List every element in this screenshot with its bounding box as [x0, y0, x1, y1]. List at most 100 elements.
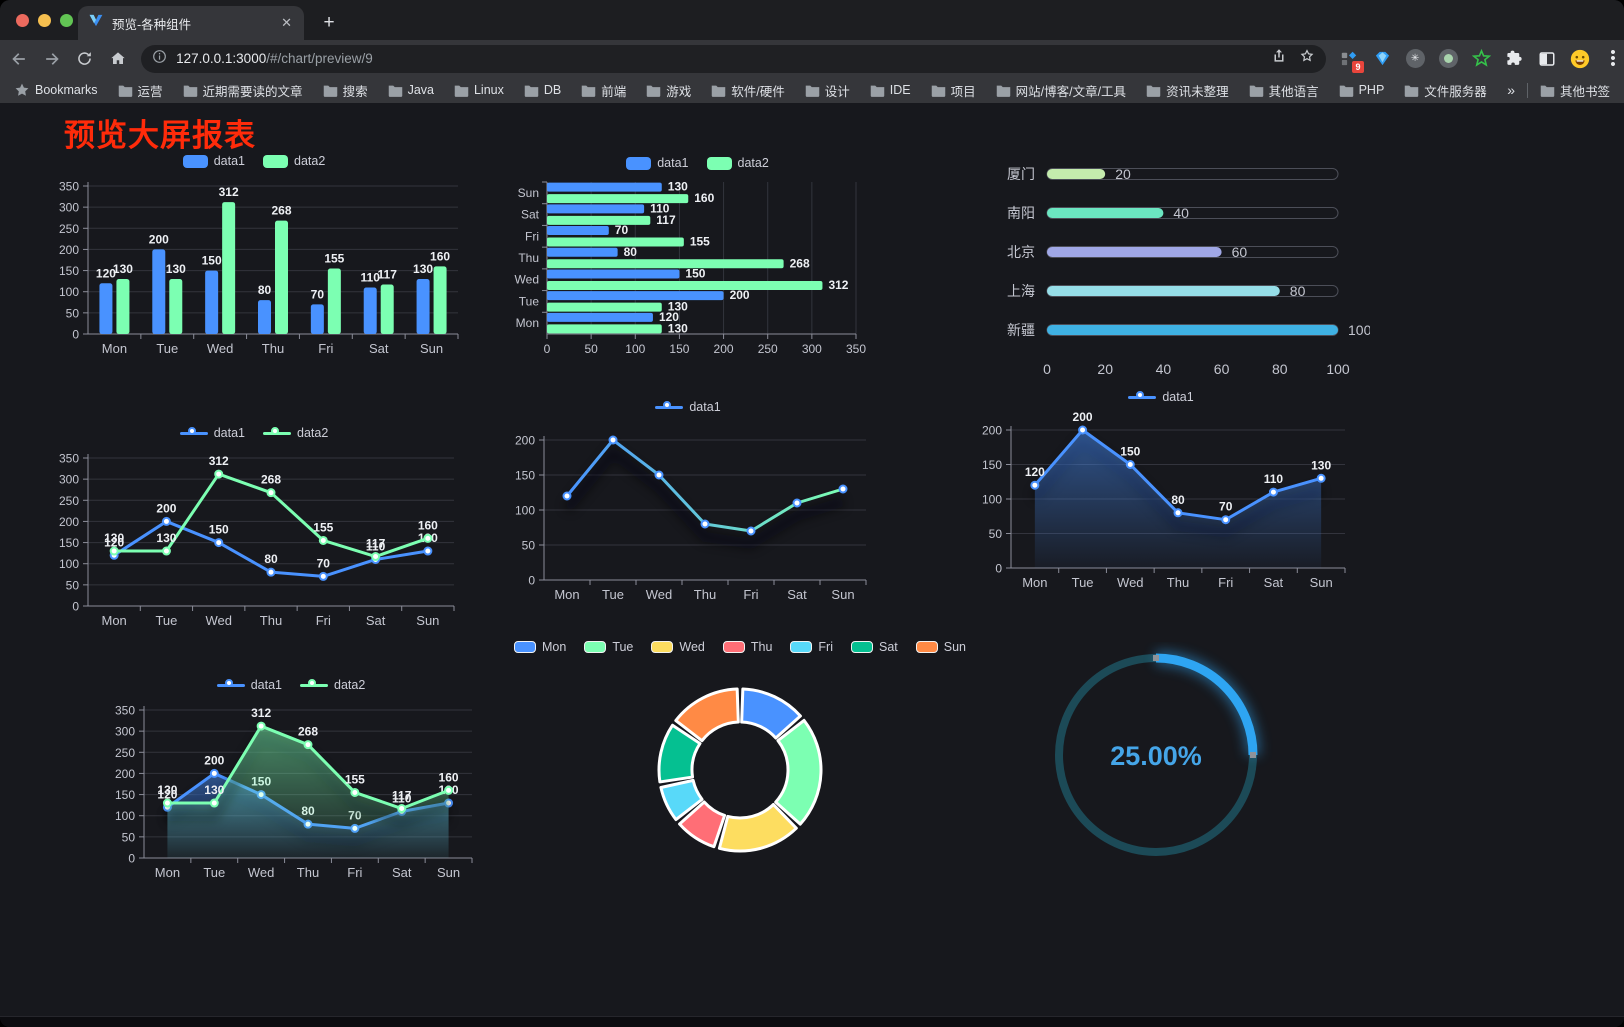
minimize-window-button[interactable] — [38, 14, 51, 27]
legend-item[interactable]: Mon — [513, 640, 566, 654]
svg-text:100: 100 — [515, 504, 535, 518]
two-series-area-chart: data1 data2 0 50 100 150 200 250 300 350 Mon Tue Wed… — [98, 674, 484, 886]
svg-text:Sun: Sun — [1310, 575, 1333, 590]
folder-icon — [582, 85, 596, 97]
extension-icon-recorder[interactable] — [1437, 48, 1459, 70]
svg-text:120: 120 — [157, 787, 177, 801]
svg-text:100: 100 — [115, 809, 135, 823]
legend-item[interactable]: data1 — [182, 154, 245, 168]
legend-item[interactable]: data1 — [179, 426, 245, 440]
legend-line-marker — [216, 678, 245, 692]
bookmark-folder-item[interactable]: Java — [388, 83, 434, 97]
other-bookmarks[interactable]: 其他书签 — [1540, 81, 1610, 100]
bookmark-folder-item[interactable]: 资讯未整理 — [1146, 81, 1229, 100]
svg-text:150: 150 — [685, 266, 705, 280]
back-button[interactable] — [6, 45, 33, 73]
bookmark-folder-item[interactable]: 近期需要读的文章 — [183, 81, 303, 100]
bookmark-star-icon[interactable] — [1298, 47, 1316, 70]
legend-item[interactable]: Thu — [722, 640, 772, 654]
address-bar[interactable]: 127.0.0.1:3000/#/chart/preview/9 — [141, 44, 1327, 73]
bookmarks-overflow-icon[interactable]: » — [1507, 82, 1515, 98]
legend-line-marker — [1128, 390, 1157, 404]
svg-text:Sun: Sun — [831, 587, 854, 602]
legend-item[interactable]: data2 — [263, 426, 328, 440]
svg-text:40: 40 — [1173, 205, 1189, 221]
site-info-icon[interactable] — [151, 48, 168, 70]
svg-text:40: 40 — [1156, 361, 1172, 377]
legend-swatch — [790, 641, 813, 653]
svg-text:Thu: Thu — [260, 613, 282, 628]
svg-text:300: 300 — [802, 342, 822, 356]
bookmark-folder-item[interactable]: 运营 — [118, 81, 163, 100]
bookmark-folder-item[interactable]: 网站/博客/文章/工具 — [996, 81, 1126, 100]
maximize-window-button[interactable] — [60, 14, 73, 27]
tab-close-icon[interactable]: ✕ — [281, 15, 292, 30]
bookmark-folder-item[interactable]: 设计 — [805, 81, 850, 100]
legend-item[interactable]: data1 — [655, 400, 721, 414]
bookmark-label: 其他语言 — [1268, 84, 1319, 99]
legend-item[interactable]: data2 — [706, 156, 769, 170]
svg-text:312: 312 — [219, 185, 239, 199]
folder-icon — [388, 85, 402, 97]
reload-button[interactable] — [72, 45, 99, 73]
svg-text:312: 312 — [209, 454, 229, 468]
bookmark-folder-item[interactable]: 搜索 — [323, 81, 368, 100]
share-icon[interactable] — [1270, 47, 1288, 70]
legend-label: data2 — [297, 426, 329, 440]
svg-text:130: 130 — [104, 531, 124, 545]
legend-item[interactable]: data1 — [1128, 390, 1194, 404]
bookmark-folder-item[interactable]: 游戏 — [646, 81, 691, 100]
forward-button[interactable] — [39, 45, 66, 73]
svg-text:20: 20 — [1115, 166, 1131, 182]
bookmark-folder-item[interactable]: 前端 — [581, 81, 626, 100]
svg-text:Thu: Thu — [518, 251, 539, 265]
legend-item[interactable]: Sat — [851, 640, 898, 654]
bookmark-folder-item[interactable]: IDE — [870, 83, 911, 97]
svg-text:0: 0 — [72, 328, 79, 342]
folder-icon — [1540, 85, 1555, 97]
gradient-line-chart: data1 0 50 100 150 200 Mon Tue Wed Thu Fri Sat Sun — [498, 396, 878, 608]
svg-text:150: 150 — [59, 536, 79, 550]
legend-item[interactable]: Sun — [915, 640, 966, 654]
bookmark-folder-item[interactable]: 项目 — [931, 81, 976, 100]
chart-legend: data1 — [498, 396, 878, 418]
home-button[interactable] — [104, 45, 131, 73]
svg-text:南阳: 南阳 — [1007, 205, 1035, 221]
browser-tab[interactable]: 预览-各种组件 ✕ — [78, 6, 304, 40]
legend-item[interactable]: Wed — [651, 640, 705, 654]
legend-swatch — [263, 154, 288, 168]
extension-icon-asterisk[interactable]: ✳ — [1404, 48, 1426, 70]
svg-text:130: 130 — [413, 262, 433, 276]
bookmark-label: PHP — [1358, 83, 1385, 97]
svg-text:200: 200 — [730, 288, 750, 302]
profile-avatar[interactable] — [1569, 48, 1591, 70]
legend-item[interactable]: Fri — [790, 640, 833, 654]
folder-icon — [454, 85, 469, 97]
close-window-button[interactable] — [16, 14, 29, 27]
bookmark-folder-item[interactable]: DB — [524, 83, 561, 97]
legend-item[interactable]: data2 — [263, 154, 325, 168]
side-panel-icon[interactable] — [1536, 48, 1558, 70]
svg-text:155: 155 — [313, 520, 333, 534]
bookmark-folder-item[interactable]: 文件服务器 — [1404, 81, 1487, 100]
bookmark-folder-item[interactable]: Linux — [454, 83, 504, 97]
legend-item[interactable]: data1 — [216, 678, 282, 692]
svg-text:80: 80 — [258, 283, 272, 297]
svg-text:20: 20 — [1097, 361, 1113, 377]
url-text: 127.0.0.1:3000/#/chart/preview/9 — [176, 51, 1270, 66]
extensions-puzzle-icon[interactable] — [1503, 48, 1525, 70]
bookmarks-root[interactable]: Bookmarks — [14, 82, 98, 98]
legend-item[interactable]: Tue — [584, 640, 633, 654]
bookmark-folder-item[interactable]: PHP — [1339, 83, 1385, 97]
legend-item[interactable]: data1 — [626, 156, 689, 170]
bookmark-folder-item[interactable]: 软件/硬件 — [711, 81, 785, 100]
extension-icon-green-star[interactable] — [1470, 48, 1492, 70]
extension-icon-gem[interactable] — [1371, 48, 1393, 70]
new-tab-button[interactable]: + — [323, 12, 335, 33]
svg-text:268: 268 — [261, 473, 281, 487]
bookmark-folder-item[interactable]: 其他语言 — [1249, 81, 1319, 100]
menu-kebab-icon[interactable]: • • • — [1610, 43, 1616, 73]
legend-item[interactable]: data2 — [300, 678, 365, 692]
single-area-chart: data1 0 50 100 150 200 Mon Tue Wed Thu Fri Sat Sun 12… — [965, 386, 1357, 596]
extension-icon-grid[interactable]: 9 — [1338, 48, 1365, 73]
